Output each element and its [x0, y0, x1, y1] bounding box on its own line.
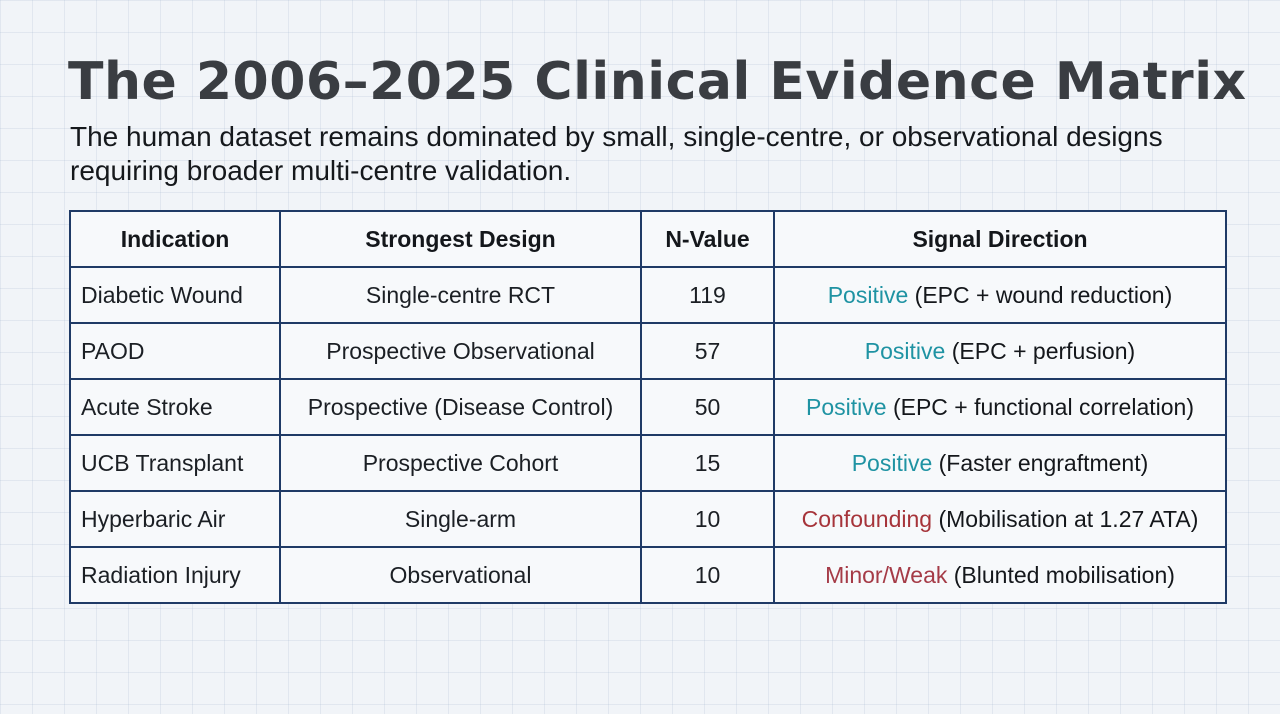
header-strongest-design: Strongest Design	[279, 210, 642, 268]
signal-note: (Mobilisation at 1.27 ATA)	[938, 505, 1199, 532]
signal-label: Positive	[827, 281, 909, 308]
cell-n-value: 15	[640, 434, 775, 492]
cell-indication: Acute Stroke	[69, 378, 281, 436]
table-row: Radiation Injury Observational 10 Minor/…	[69, 546, 1227, 604]
signal-note: (EPC + wound reduction)	[914, 281, 1173, 308]
signal-label: Minor/Weak	[825, 561, 948, 588]
header-n-value: N-Value	[640, 210, 775, 268]
cell-indication: Diabetic Wound	[69, 266, 281, 324]
cell-signal: Positive (EPC + perfusion)	[773, 322, 1227, 380]
cell-design: Observational	[279, 546, 642, 604]
signal-label: Confounding	[801, 505, 933, 532]
cell-signal: Confounding (Mobilisation at 1.27 ATA)	[773, 490, 1227, 548]
cell-design: Prospective Cohort	[279, 434, 642, 492]
table-row: Acute Stroke Prospective (Disease Contro…	[69, 378, 1227, 436]
signal-note: (Blunted mobilisation)	[953, 561, 1175, 588]
header-row: Indication Strongest Design N-Value Sign…	[69, 210, 1227, 268]
table-header: Indication Strongest Design N-Value Sign…	[69, 210, 1227, 268]
cell-n-value: 50	[640, 378, 775, 436]
cell-signal: Positive (Faster engraftment)	[773, 434, 1227, 492]
cell-design: Single-arm	[279, 490, 642, 548]
cell-design: Single-centre RCT	[279, 266, 642, 324]
signal-note: (Faster engraftment)	[938, 449, 1149, 476]
evidence-matrix-table: Indication Strongest Design N-Value Sign…	[69, 210, 1227, 604]
cell-indication: UCB Transplant	[69, 434, 281, 492]
signal-note: (EPC + perfusion)	[951, 337, 1136, 364]
header-indication: Indication	[69, 210, 281, 268]
cell-indication: PAOD	[69, 322, 281, 380]
page-subtitle: The human dataset remains dominated by s…	[70, 121, 1163, 186]
cell-signal: Positive (EPC + functional correlation)	[773, 378, 1227, 436]
signal-label: Positive	[806, 393, 887, 420]
table-row: PAOD Prospective Observational 57 Positi…	[69, 322, 1227, 380]
cell-signal: Positive (EPC + wound reduction)	[773, 266, 1227, 324]
cell-indication: Radiation Injury	[69, 546, 281, 604]
cell-design: Prospective (Disease Control)	[279, 378, 642, 436]
cell-indication: Hyperbaric Air	[69, 490, 281, 548]
page-title: The 2006–2025 Clinical Evidence Matrix	[68, 52, 1247, 112]
table-row: Hyperbaric Air Single-arm 10 Confounding…	[69, 490, 1227, 548]
header-signal-direction: Signal Direction	[773, 210, 1227, 268]
cell-n-value: 10	[640, 490, 775, 548]
table-row: Diabetic Wound Single-centre RCT 119 Pos…	[69, 266, 1227, 324]
table-row: UCB Transplant Prospective Cohort 15 Pos…	[69, 434, 1227, 492]
cell-design: Prospective Observational	[279, 322, 642, 380]
cell-signal: Minor/Weak (Blunted mobilisation)	[773, 546, 1227, 604]
signal-note: (EPC + functional correlation)	[892, 393, 1194, 420]
table-body: Diabetic Wound Single-centre RCT 119 Pos…	[69, 266, 1227, 604]
cell-n-value: 57	[640, 322, 775, 380]
cell-n-value: 10	[640, 546, 775, 604]
cell-n-value: 119	[640, 266, 775, 324]
signal-label: Positive	[864, 337, 946, 364]
signal-label: Positive	[851, 449, 933, 476]
